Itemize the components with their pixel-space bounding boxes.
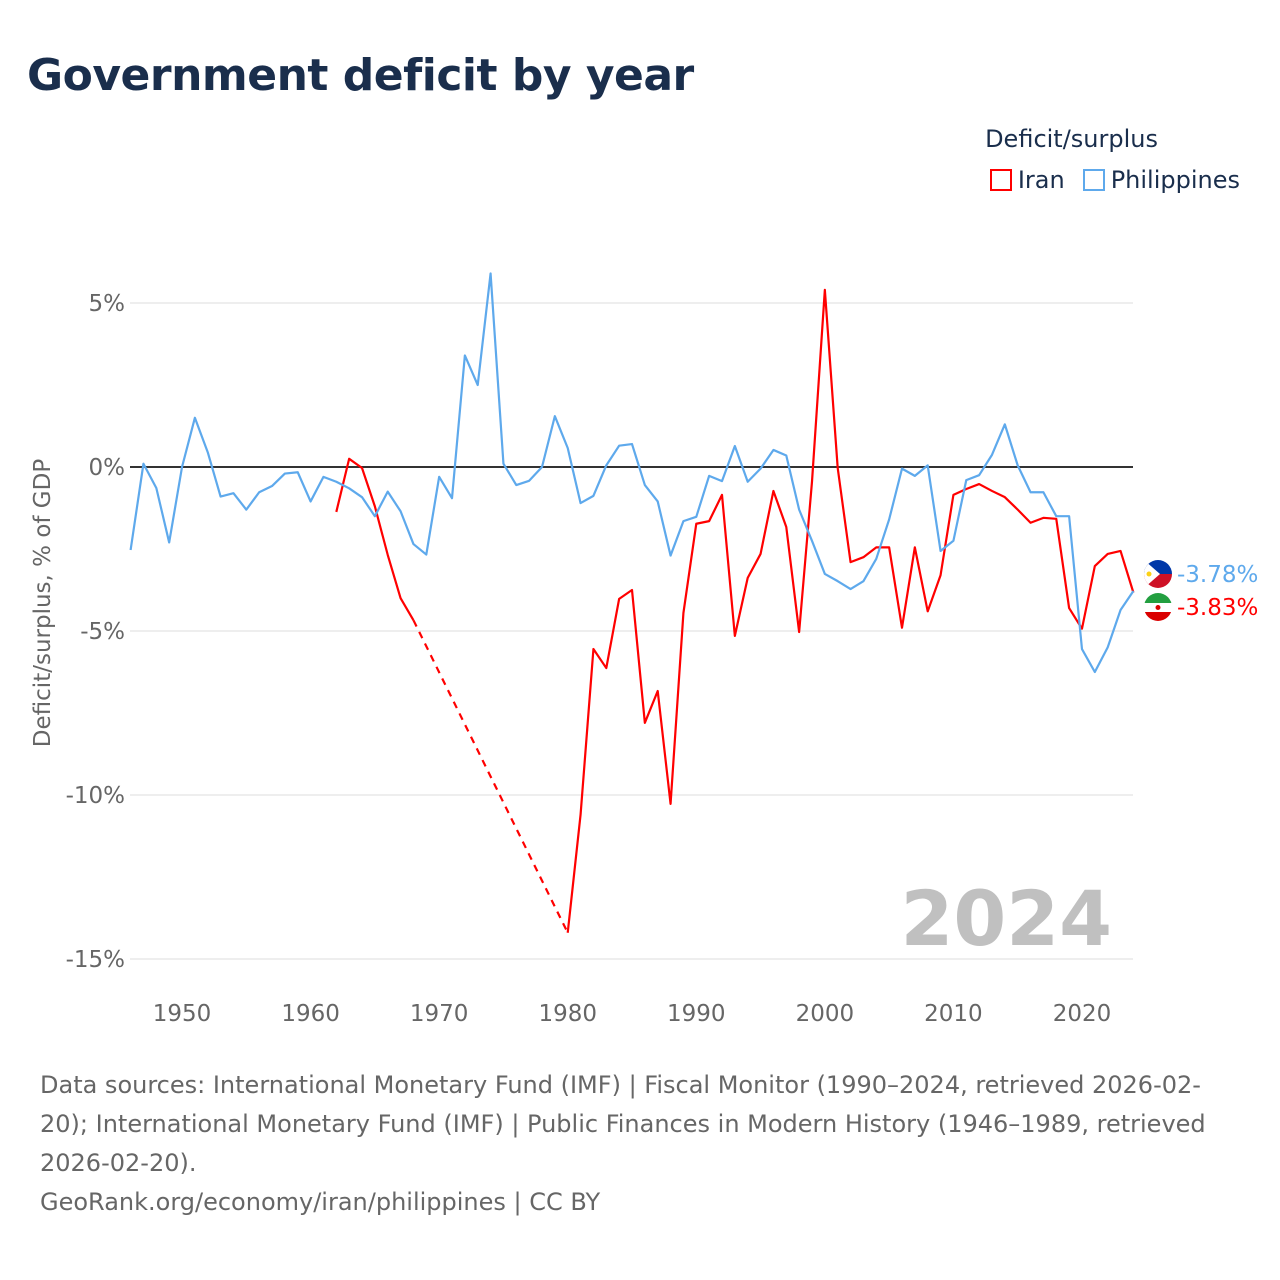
grid: 5% 0% -5% -10% -15% 1950 1960 1970 1980 1990 2000 2… [66,291,1133,1027]
legend-title: Deficit/surplus [985,125,1158,153]
y-tick-label: -15% [66,947,125,973]
flag-philippines-icon [1144,560,1172,588]
x-tick-label: 1950 [153,1001,212,1027]
chart-title: Government deficit by year [27,50,694,101]
x-tick-label: 1980 [538,1001,597,1027]
series-gap-iran [412,619,569,934]
legend-label-iran: Iran [1017,166,1065,194]
legend-item-philippines[interactable]: Philippines [1082,166,1240,194]
series-line-iran [335,457,415,621]
legend-item-iran[interactable]: Iran [989,166,1065,194]
legend-swatch-philippines [1082,169,1105,191]
flag-iran-icon [1144,593,1172,621]
year-watermark: 2024 [900,874,1112,963]
legend-swatch-iran [989,169,1012,191]
x-tick-label: 2010 [924,1001,983,1027]
series-layer [129,272,1135,934]
y-tick-label: -5% [80,619,125,645]
credit-link[interactable]: GeoRank.org/economy/iran/philippines | C… [40,1188,601,1216]
y-axis-label: Deficit/surplus, % of GDP [30,459,56,748]
x-tick-label: 1960 [281,1001,340,1027]
end-label-philippines: -3.78% [1177,562,1258,588]
y-tick-label: -10% [66,783,125,809]
legend-label-philippines: Philippines [1110,166,1240,194]
x-tick-label: 2000 [796,1001,855,1027]
y-tick-label: 0% [89,455,126,481]
y-tick-label: 5% [89,291,126,317]
end-label-iran: -3.83% [1177,595,1258,621]
x-tick-label: 1970 [410,1001,469,1027]
footer: Data sources: International Monetary Fun… [40,1066,1240,1222]
legend: Iran Philippines [989,166,1240,194]
series-line-iran [566,288,1135,933]
x-tick-label: 2020 [1053,1001,1112,1027]
series-line-philippines [129,272,1135,674]
data-sources: Data sources: International Monetary Fun… [40,1071,1206,1177]
line-chart: 5% 0% -5% -10% -15% 1950 1960 1970 1980 1990 2000 2… [30,272,1258,1027]
x-tick-label: 1990 [667,1001,726,1027]
